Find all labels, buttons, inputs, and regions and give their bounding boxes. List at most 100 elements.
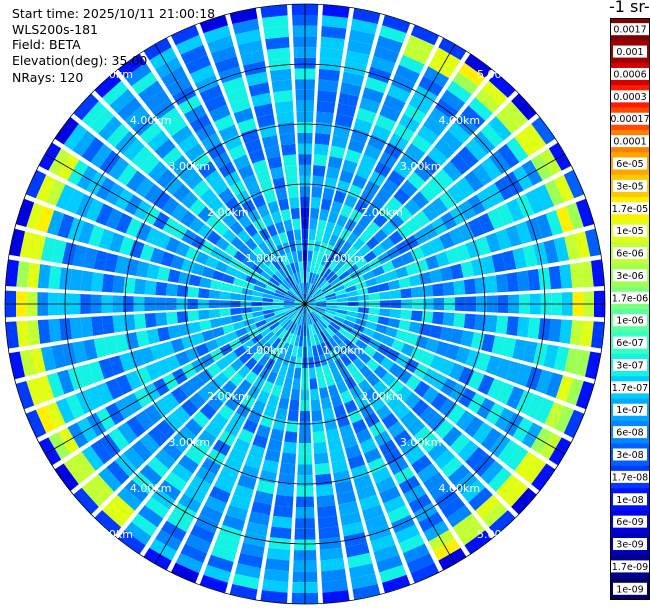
data-gate xyxy=(263,190,277,204)
data-gate xyxy=(126,170,146,192)
data-gate xyxy=(413,426,433,445)
data-gate xyxy=(485,314,498,333)
data-gate xyxy=(315,366,324,378)
data-gate xyxy=(155,281,168,296)
data-gate xyxy=(495,273,509,293)
data-gate xyxy=(109,494,135,520)
data-gate xyxy=(253,103,274,118)
radial-line xyxy=(44,153,306,305)
data-gate xyxy=(268,537,291,550)
data-gate xyxy=(288,288,298,298)
colorbar-label-box xyxy=(613,515,647,528)
data-gate xyxy=(218,124,239,142)
data-gate xyxy=(318,526,341,540)
data-gate xyxy=(132,113,156,137)
data-gate xyxy=(325,309,336,316)
data-gate xyxy=(429,236,445,254)
data-gate xyxy=(245,275,258,285)
data-gate xyxy=(175,241,190,257)
data-gate xyxy=(203,564,231,583)
data-gate xyxy=(264,449,281,463)
data-gate xyxy=(278,329,288,340)
data-gate xyxy=(256,424,271,439)
data-gate xyxy=(482,502,508,528)
data-gate xyxy=(453,280,466,295)
data-gate xyxy=(307,314,313,325)
data-gate xyxy=(422,386,440,405)
data-gate xyxy=(311,186,323,199)
colorbar-level-label: 1.7e-08 xyxy=(612,472,648,483)
data-gate xyxy=(124,62,152,87)
data-gate xyxy=(252,311,264,318)
data-gate xyxy=(320,36,345,50)
data-gate xyxy=(340,241,352,254)
data-gate xyxy=(301,314,305,326)
data-gate xyxy=(385,270,398,282)
data-gate xyxy=(310,399,321,411)
data-gate xyxy=(260,4,288,18)
data-gate xyxy=(365,277,378,287)
data-gate xyxy=(252,194,266,209)
data-gate xyxy=(366,221,381,236)
data-gate xyxy=(51,239,67,264)
data-gate xyxy=(220,316,233,326)
data-gate xyxy=(194,514,219,534)
data-gate xyxy=(269,321,280,331)
data-gate xyxy=(262,297,274,303)
data-gate xyxy=(368,292,380,301)
data-gate xyxy=(343,280,355,289)
data-gate xyxy=(235,563,262,579)
data-gate xyxy=(419,323,432,337)
data-gate xyxy=(387,421,406,439)
data-gate xyxy=(485,355,502,376)
data-gate xyxy=(35,174,56,203)
data-gate xyxy=(211,412,229,430)
data-gate xyxy=(512,247,527,269)
data-gate xyxy=(475,236,491,256)
data-gate xyxy=(410,562,440,584)
data-gate xyxy=(275,407,288,421)
data-gate xyxy=(472,163,493,186)
radial-line xyxy=(154,303,306,565)
data-gate xyxy=(214,387,231,404)
data-gate xyxy=(102,502,128,528)
data-gate xyxy=(244,357,258,371)
data-gate xyxy=(306,325,310,337)
range-ring-label: 4.00km xyxy=(130,114,172,127)
data-gate xyxy=(506,316,519,336)
data-gate xyxy=(274,292,285,299)
data-gate xyxy=(263,288,275,296)
data-gate xyxy=(132,471,156,495)
data-gate xyxy=(358,379,372,394)
data-gate xyxy=(252,434,268,449)
data-gate xyxy=(379,25,407,44)
data-gate xyxy=(209,104,231,122)
data-gate xyxy=(341,521,365,537)
data-gate xyxy=(450,433,471,455)
data-gate xyxy=(429,354,445,372)
data-gate xyxy=(345,285,357,293)
data-gate xyxy=(322,231,332,244)
range-ring-label: 5.00km xyxy=(91,68,133,81)
data-gate xyxy=(276,351,286,364)
data-gate xyxy=(399,54,425,74)
data-gate xyxy=(487,208,505,230)
data-gate xyxy=(316,494,336,508)
data-gate xyxy=(317,79,339,93)
data-gate xyxy=(491,335,506,356)
data-gate xyxy=(190,64,215,84)
data-gate xyxy=(391,74,416,94)
data-gate xyxy=(364,76,388,94)
data-gate xyxy=(434,449,456,470)
colorbar-label-box xyxy=(611,560,649,573)
data-gate xyxy=(420,241,435,257)
data-gate xyxy=(129,240,145,259)
range-ring-label: 4.00km xyxy=(130,482,172,495)
data-gate xyxy=(472,453,496,477)
data-gate xyxy=(9,228,25,257)
data-gate xyxy=(256,480,276,495)
colorbar-unit-label: -1 sr- xyxy=(609,0,650,16)
data-gate xyxy=(161,392,180,411)
data-gate xyxy=(19,349,36,377)
data-gate xyxy=(112,275,125,294)
